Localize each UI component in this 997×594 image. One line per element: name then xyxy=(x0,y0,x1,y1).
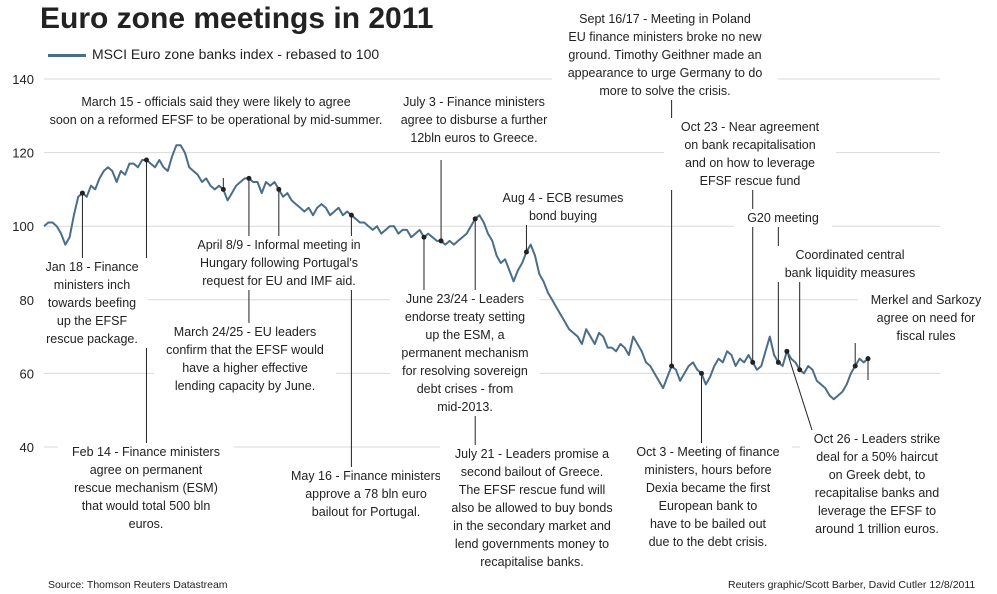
event-marker-13 xyxy=(775,359,781,365)
event-marker-6 xyxy=(421,234,427,240)
annotation-oct26: Oct 26 - Leaders strike deal for a 50% h… xyxy=(800,430,954,538)
event-marker-10 xyxy=(669,363,675,369)
legend: MSCI Euro zone banks index - rebased to … xyxy=(48,46,379,66)
annotation-g20: G20 meeting xyxy=(734,209,832,227)
chart-title: Euro zone meetings in 2011 xyxy=(40,2,434,35)
y-tick-label-80: 80 xyxy=(20,293,34,308)
y-tick-label-120: 120 xyxy=(12,146,34,161)
event-marker-8 xyxy=(472,216,478,222)
y-tick-label-40: 40 xyxy=(20,440,34,455)
annotation-mar2425: March 24/25 - EU leaders confirm that th… xyxy=(154,323,336,395)
annotation-jan18: Jan 18 - Finance ministers inch towards … xyxy=(36,258,148,348)
source-note: Source: Thomson Reuters Datastream xyxy=(48,579,228,591)
event-marker-3 xyxy=(246,175,252,181)
y-tick-label-60: 60 xyxy=(20,366,34,381)
event-marker-7 xyxy=(438,238,444,244)
annotation-aug4: Aug 4 - ECB resumes bond buying xyxy=(490,189,636,225)
event-marker-9 xyxy=(523,249,529,255)
annotation-merkel: Merkel and Sarkozy agree on need for fis… xyxy=(858,291,994,345)
annotation-sep1617: Sept 16/17 - Meeting in Poland EU financ… xyxy=(552,10,778,100)
y-tick-label-140: 140 xyxy=(12,72,34,87)
y-tick-label-100: 100 xyxy=(12,219,34,234)
legend-line-swatch xyxy=(48,53,86,57)
annotation-may16: May 16 - Finance ministers approve a 78 … xyxy=(280,467,452,521)
annotation-jul21: July 21 - Leaders promise a second bailo… xyxy=(440,445,624,571)
annotation-apr89: April 8/9 - Informal meeting in Hungary … xyxy=(186,236,372,290)
event-marker-4 xyxy=(276,186,282,192)
event-marker-1 xyxy=(143,157,149,163)
annotation-feb14: Feb 14 - Finance ministers agree on perm… xyxy=(58,443,234,533)
event-marker-12 xyxy=(750,359,756,365)
annotation-oct3: Oct 3 - Meeting of finance ministers, ho… xyxy=(624,443,792,551)
event-marker-14 xyxy=(797,367,803,373)
leader-line-15 xyxy=(786,351,813,431)
annotation-jul3: July 3 - Finance ministers agree to disb… xyxy=(393,93,555,147)
legend-label: MSCI Euro zone banks index - rebased to … xyxy=(92,46,380,62)
event-marker-0 xyxy=(79,190,85,196)
event-marker-11 xyxy=(698,370,704,376)
annotation-jun2324: June 23/24 - Leaders endorse treaty sett… xyxy=(390,290,540,416)
event-marker-5 xyxy=(348,212,354,218)
annotation-oct23: Oct 23 - Near agreement on bank recapita… xyxy=(664,118,836,190)
event-marker-17 xyxy=(865,356,871,362)
annotation-mar15: March 15 - officials said they were like… xyxy=(38,93,394,129)
annotation-coord: Coordinated central bank liquidity measu… xyxy=(772,246,928,282)
credit-note: Reuters graphic/Scott Barber, David Cutl… xyxy=(728,579,976,591)
event-marker-15 xyxy=(784,348,790,354)
series-line-msci-banks xyxy=(43,144,869,401)
event-marker-2 xyxy=(220,186,226,192)
event-marker-16 xyxy=(852,363,858,369)
